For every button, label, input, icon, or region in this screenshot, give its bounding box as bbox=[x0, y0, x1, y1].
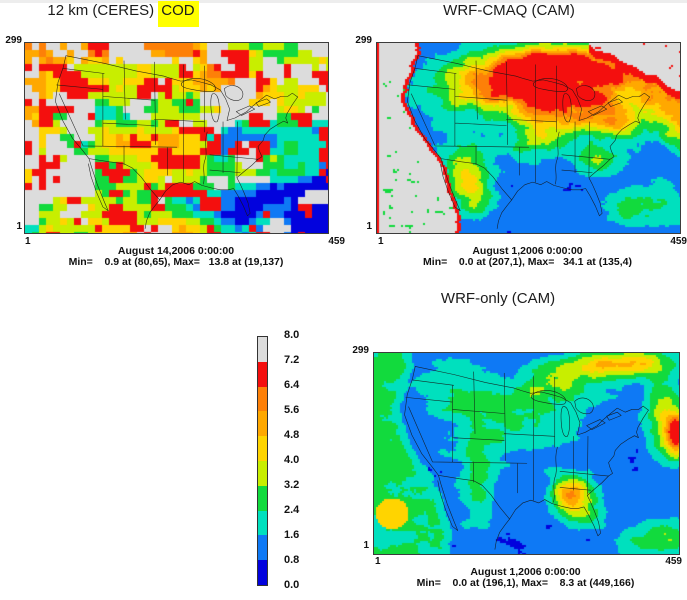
colorbar-segment bbox=[258, 361, 267, 387]
wrf-cmaq-yaxis-min-label: 1 bbox=[366, 221, 372, 232]
wrf-cmaq-map-canvas bbox=[377, 43, 680, 233]
ceres-map-canvas bbox=[25, 43, 328, 233]
colorbar-tick-label: 0.8 bbox=[284, 554, 300, 566]
colorbar-segment bbox=[258, 386, 267, 412]
colorbar-tick-label: 0.0 bbox=[284, 579, 300, 591]
colorbar-tick-label: 3.2 bbox=[284, 479, 300, 491]
colorbar-tick-label: 7.2 bbox=[284, 354, 300, 366]
ceres-caption-minmax: Min= 0.9 at (80,65), Max= 13.8 at (19,13… bbox=[68, 256, 284, 268]
wrf-only-yaxis-min-label: 1 bbox=[363, 540, 369, 551]
ceres-yaxis-min-label: 1 bbox=[16, 221, 22, 232]
colorbar bbox=[257, 336, 268, 586]
wrf-cmaq-xaxis-max-label: 459 bbox=[670, 236, 687, 247]
ceres-yaxis-max-label: 299 bbox=[5, 35, 22, 46]
wrf-cmaq-map bbox=[376, 42, 681, 234]
colorbar-tick-label: 6.4 bbox=[284, 379, 300, 391]
wrf-only-xaxis-min-label: 1 bbox=[375, 556, 381, 567]
wrf-only-xaxis-max-label: 459 bbox=[665, 556, 682, 567]
wrf-only-map-canvas bbox=[374, 353, 679, 554]
wrf-cmaq-xaxis-min-label: 1 bbox=[378, 236, 384, 247]
colorbar-segment bbox=[258, 337, 267, 362]
wrf-cmaq-yaxis-max-label: 299 bbox=[355, 35, 372, 46]
cod-highlight: COD bbox=[158, 1, 199, 27]
colorbar-segment bbox=[258, 560, 267, 585]
wrf-only-map bbox=[373, 352, 680, 555]
ceres-xaxis-min-label: 1 bbox=[25, 236, 31, 247]
ceres-xaxis-max-label: 459 bbox=[328, 236, 345, 247]
wrf-only-yaxis-max-label: 299 bbox=[352, 345, 369, 356]
ceres-title-text: 12 km (CERES) bbox=[47, 2, 155, 19]
colorbar-tick-label: 1.6 bbox=[284, 529, 300, 541]
colorbar-tick-label: 4.8 bbox=[284, 429, 300, 441]
colorbar-segment bbox=[258, 485, 267, 511]
ceres-map bbox=[24, 42, 329, 234]
colorbar-segment bbox=[258, 411, 267, 437]
colorbar-segment bbox=[258, 460, 267, 486]
colorbar-segment bbox=[258, 535, 267, 561]
wrf-cmaq-panel-title: WRF-CMAQ (CAM) bbox=[443, 2, 575, 19]
wrf-only-caption-date: August 1,2006 0:00:00 bbox=[470, 566, 581, 578]
colorbar-segment bbox=[258, 510, 267, 536]
wrf-cmaq-caption-date: August 1,2006 0:00:00 bbox=[472, 245, 583, 257]
colorbar-tick-label: 5.6 bbox=[284, 404, 300, 416]
colorbar-tick-label: 2.4 bbox=[284, 504, 300, 516]
colorbar-tick-label: 4.0 bbox=[284, 454, 300, 466]
colorbar-segment bbox=[258, 436, 267, 461]
ceres-caption-date: August 14,2006 0:00:00 bbox=[117, 245, 235, 257]
colorbar-tick-label: 8.0 bbox=[284, 329, 300, 341]
ceres-panel-title: 12 km (CERES) COD bbox=[0, 1, 246, 27]
wrf-cmaq-caption-minmax: Min= 0.0 at (207,1), Max= 34.1 at (135,4… bbox=[423, 256, 632, 268]
wrf-only-panel-title: WRF-only (CAM) bbox=[440, 290, 556, 307]
wrf-only-caption-minmax: Min= 0.0 at (196,1), Max= 8.3 at (449,16… bbox=[416, 577, 635, 589]
top-edge-strip bbox=[0, 0, 687, 3]
